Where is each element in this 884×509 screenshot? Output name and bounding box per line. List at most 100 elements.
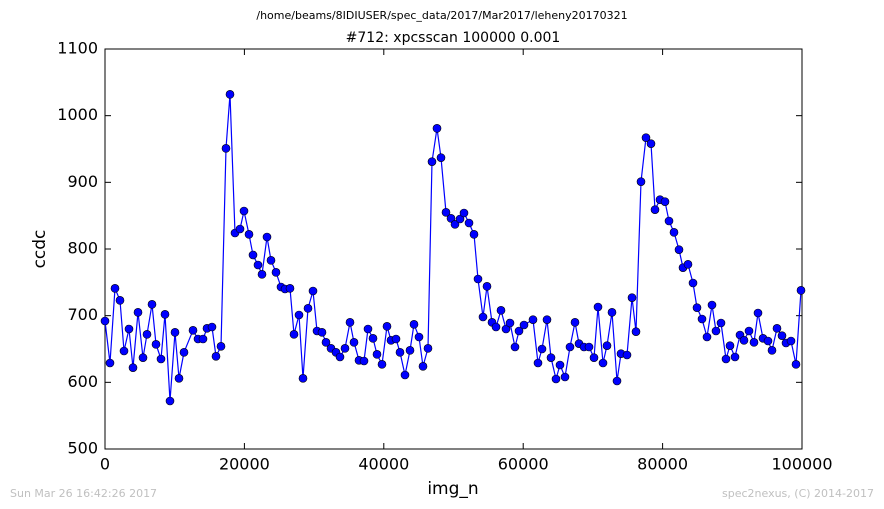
data-point bbox=[551, 374, 561, 384]
y-axis-label: ccdc bbox=[30, 230, 50, 269]
data-point bbox=[391, 334, 401, 344]
data-point bbox=[459, 208, 469, 218]
data-point bbox=[602, 341, 612, 350]
data-point bbox=[730, 352, 740, 362]
data-point bbox=[627, 293, 637, 302]
data-point bbox=[308, 286, 318, 296]
data-point bbox=[753, 308, 763, 318]
data-point bbox=[340, 344, 350, 353]
data-point bbox=[570, 318, 580, 327]
data-point bbox=[321, 338, 331, 347]
data-point bbox=[455, 214, 465, 224]
data-point bbox=[221, 144, 231, 153]
data-point bbox=[510, 342, 520, 352]
data-point bbox=[368, 334, 378, 343]
data-point bbox=[505, 318, 515, 328]
data-point bbox=[432, 124, 442, 133]
data-point bbox=[664, 216, 674, 226]
data-point bbox=[622, 350, 632, 360]
data-point bbox=[482, 282, 492, 291]
data-point bbox=[124, 324, 134, 334]
data-point bbox=[646, 139, 656, 148]
data-point bbox=[692, 303, 702, 312]
data-point bbox=[349, 338, 359, 347]
data-point bbox=[253, 260, 263, 270]
data-point bbox=[767, 346, 777, 355]
data-point bbox=[565, 342, 575, 352]
data-point bbox=[478, 312, 488, 322]
data-point bbox=[607, 308, 617, 317]
data-point bbox=[546, 353, 556, 362]
data-point bbox=[303, 304, 313, 313]
data-point bbox=[128, 363, 138, 372]
data-point bbox=[345, 318, 355, 327]
data-point bbox=[501, 324, 511, 334]
data-point bbox=[446, 214, 456, 223]
data-point bbox=[707, 300, 717, 310]
data-point bbox=[147, 300, 157, 309]
y-tick-label: 700 bbox=[67, 305, 98, 324]
data-point bbox=[317, 328, 327, 337]
data-point bbox=[749, 338, 759, 347]
data-point bbox=[207, 322, 217, 332]
data-point bbox=[335, 352, 345, 362]
data-line bbox=[104, 94, 802, 402]
data-point bbox=[248, 250, 258, 260]
data-point bbox=[589, 353, 599, 362]
y-tick-label: 800 bbox=[67, 239, 98, 258]
data-point bbox=[160, 310, 170, 319]
data-point bbox=[142, 330, 152, 339]
data-point bbox=[528, 315, 538, 324]
data-point bbox=[464, 218, 474, 228]
data-point bbox=[796, 286, 806, 295]
data-point bbox=[716, 318, 726, 328]
data-point bbox=[372, 350, 382, 359]
y-tick-label: 900 bbox=[67, 172, 98, 191]
suptitle: /home/beams/8IDIUSER/spec_data/2017/Mar2… bbox=[256, 9, 627, 22]
x-axis-label: img_n bbox=[427, 479, 478, 499]
data-point bbox=[744, 326, 754, 336]
data-point bbox=[491, 322, 501, 332]
data-point bbox=[674, 245, 684, 254]
data-point bbox=[115, 296, 125, 305]
data-point bbox=[294, 310, 304, 320]
data-point bbox=[427, 157, 437, 166]
data-point bbox=[772, 324, 782, 333]
data-point bbox=[436, 153, 446, 162]
y-tick-label: 500 bbox=[67, 439, 98, 458]
data-point bbox=[514, 326, 524, 336]
data-point bbox=[777, 331, 787, 340]
data-point bbox=[244, 230, 254, 239]
data-point bbox=[542, 315, 552, 324]
data-point bbox=[711, 326, 721, 336]
data-point bbox=[409, 320, 419, 329]
data-point bbox=[423, 344, 433, 353]
x-tick-label: 100000 bbox=[771, 455, 832, 474]
x-tick-label: 80000 bbox=[637, 455, 688, 474]
data-point bbox=[555, 360, 565, 370]
data-point bbox=[598, 358, 608, 368]
data-point bbox=[469, 230, 479, 239]
data-point bbox=[400, 370, 410, 380]
data-point bbox=[133, 308, 143, 317]
data-point bbox=[725, 341, 735, 350]
data-point bbox=[110, 284, 120, 293]
footer-left: Sun Mar 26 16:42:26 2017 bbox=[10, 487, 157, 500]
data-point bbox=[262, 232, 272, 242]
data-point bbox=[289, 330, 299, 339]
data-point bbox=[650, 205, 660, 214]
data-point bbox=[519, 320, 529, 330]
data-point bbox=[763, 336, 773, 346]
data-point bbox=[266, 256, 276, 265]
data-point bbox=[688, 278, 698, 288]
data-point bbox=[285, 284, 295, 293]
data-point bbox=[239, 206, 249, 216]
x-tick-label: 20000 bbox=[219, 455, 270, 474]
data-point bbox=[702, 332, 712, 342]
data-point bbox=[188, 326, 198, 335]
x-tick-label: 60000 bbox=[498, 455, 549, 474]
data-point bbox=[414, 332, 424, 342]
data-point bbox=[138, 353, 148, 362]
data-point bbox=[235, 224, 245, 234]
data-point bbox=[257, 270, 267, 279]
